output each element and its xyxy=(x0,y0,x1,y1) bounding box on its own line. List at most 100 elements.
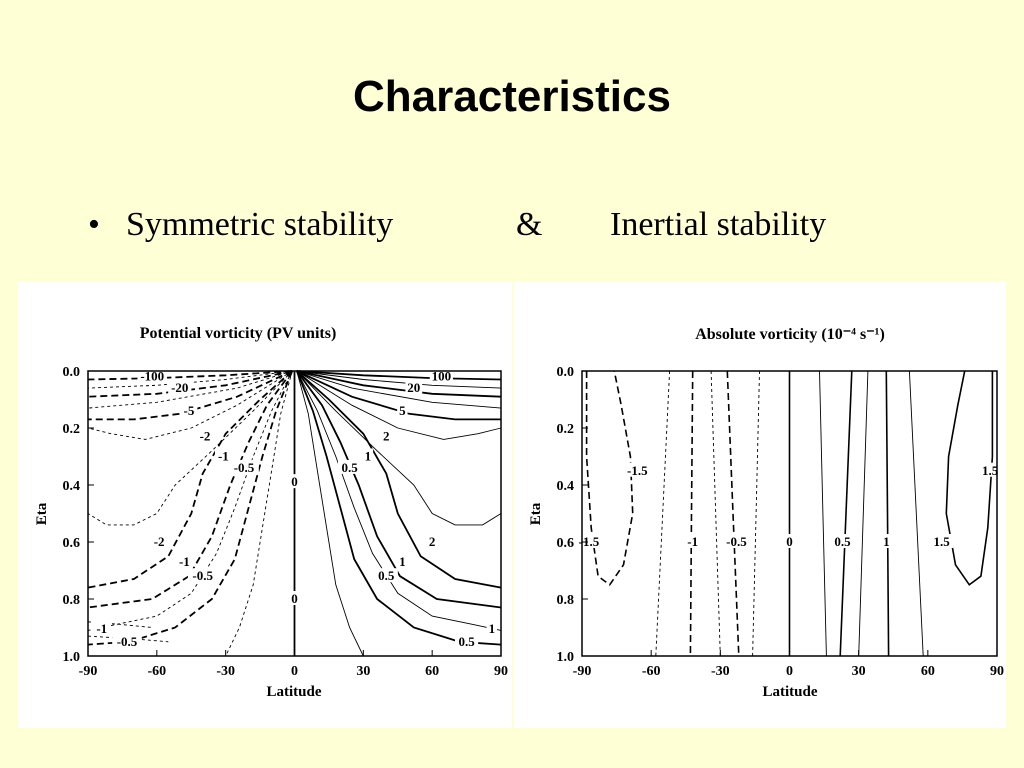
pv-contour-line xyxy=(87,370,294,646)
absvort-contours xyxy=(585,370,994,657)
contour-label-bg xyxy=(196,428,214,443)
absvort-chart-title: Absolute vorticity (10⁻⁴ s⁻¹) xyxy=(695,326,885,343)
contour-label: 100 xyxy=(432,369,452,384)
pv-contour-line xyxy=(296,370,502,609)
pv-contour-line xyxy=(296,370,502,389)
x-tick-label: 60 xyxy=(921,664,935,679)
pv-contour-line xyxy=(87,370,293,440)
x-tick-label: 60 xyxy=(425,664,439,679)
x-tick-label: -30 xyxy=(216,664,235,679)
x-tick-label: -90 xyxy=(573,664,592,679)
contour-label-bg xyxy=(830,534,855,548)
contour-label-bg xyxy=(721,534,752,548)
contour-label: 20 xyxy=(407,380,420,395)
pv-contour-line xyxy=(296,370,502,381)
contour-label: 0 xyxy=(291,591,298,606)
slide-title: Characteristics xyxy=(353,72,671,121)
y-tick-label: 0.2 xyxy=(557,422,575,437)
contour-label-bg xyxy=(429,368,453,383)
contour-label: 1.5 xyxy=(934,534,951,549)
pv-contour-line xyxy=(296,370,501,421)
contour-label: 1 xyxy=(489,621,496,636)
contour-label: 1 xyxy=(365,449,372,464)
contour-label: -1.5 xyxy=(579,534,600,549)
contour-label-bg xyxy=(180,402,198,417)
contour-label: -0.5 xyxy=(234,460,255,475)
contour-label-bg xyxy=(486,620,498,635)
contour-label: 1 xyxy=(399,554,406,569)
x-tick-label: 90 xyxy=(990,664,1004,679)
pv-chart-title: Potential vorticity (PV units) xyxy=(140,325,337,342)
absvort-contour-line xyxy=(819,370,827,657)
x-tick-label: 90 xyxy=(494,664,508,679)
pv-y-axis-label: Eta xyxy=(34,502,50,525)
absvort-contour-line xyxy=(655,370,671,657)
contour-label-bg xyxy=(150,534,168,548)
absvort-y-axis-label: Eta xyxy=(528,502,544,525)
contour-label: 0 xyxy=(291,474,298,489)
pv-contour-line xyxy=(87,621,153,628)
x-tick-label: -30 xyxy=(711,664,730,679)
pv-contour-line xyxy=(87,370,293,409)
pv-contour-line xyxy=(88,370,293,421)
y-tick-label: 1.0 xyxy=(63,650,81,665)
contour-label: -1 xyxy=(218,449,229,464)
absvort-contour-line xyxy=(858,370,869,657)
x-tick-label: 30 xyxy=(852,664,866,679)
pv-contour-line xyxy=(87,370,293,589)
pv-contour-line xyxy=(87,635,169,643)
contour-label-bg xyxy=(622,462,653,477)
absvort-chart: Absolute vorticity (10⁻⁴ s⁻¹) -1.5-1.5 -1… xyxy=(528,326,1005,700)
contour-label-bg xyxy=(374,568,398,583)
contour-label-bg xyxy=(426,534,438,548)
absvort-contour-line xyxy=(710,370,721,657)
pv-contours xyxy=(87,370,502,657)
pv-contour-line xyxy=(295,370,502,646)
y-tick-label: 0.4 xyxy=(557,479,575,494)
contour-label-bg xyxy=(187,568,218,583)
contour-label: 0.5 xyxy=(378,568,395,583)
absvort-contour-line xyxy=(726,370,740,657)
bullet-marker: • xyxy=(88,206,100,243)
contour-label-bg xyxy=(684,534,702,548)
contour-label-bg xyxy=(214,448,232,463)
x-tick-label: -90 xyxy=(79,664,98,679)
contour-label-bg xyxy=(337,459,362,474)
contour-label-bg xyxy=(397,553,408,568)
contour-label: 0.5 xyxy=(341,460,358,475)
contour-label: 1.5 xyxy=(982,463,999,478)
contour-label: -0.5 xyxy=(192,568,213,583)
contour-label: -2 xyxy=(200,429,211,444)
pv-contour-line xyxy=(87,370,293,389)
pv-contour-line xyxy=(87,370,293,631)
contour-label: -1 xyxy=(96,621,107,636)
y-tick-label: 0.6 xyxy=(557,536,575,551)
contour-label: 5 xyxy=(399,403,406,418)
absvort-contour-line xyxy=(689,370,694,657)
y-tick-label: 0.2 xyxy=(63,422,81,437)
pv-contour-line xyxy=(296,370,364,657)
bullet-left-text: Symmetric stability xyxy=(126,206,394,243)
pv-contour-line xyxy=(87,370,293,609)
contour-label: -1.5 xyxy=(627,463,648,478)
pv-contour-line xyxy=(225,370,293,657)
x-tick-label: 0 xyxy=(291,664,298,679)
y-tick-label: 0.6 xyxy=(63,536,81,551)
pv-x-axis-label: Latitude xyxy=(266,684,321,700)
y-tick-label: 0.0 xyxy=(557,365,575,380)
contour-label: -100 xyxy=(140,369,164,384)
absvort-axes: -90 -60 -30 0 30 60 90 0.0 0.2 0.4 0.6 0.8 1.0 xyxy=(557,365,1005,679)
contour-label: 2 xyxy=(429,534,436,549)
contour-label: 0 xyxy=(786,534,793,549)
y-tick-label: 0.8 xyxy=(63,593,81,608)
absvort-contour-line xyxy=(839,370,853,657)
pv-chart-panel: Potential vorticity (PV units) -100 -20 -5… xyxy=(18,282,512,728)
pv-contour-line xyxy=(296,370,502,631)
absvort-contour-line xyxy=(752,370,760,657)
contour-label: -0.5 xyxy=(726,534,747,549)
contour-label-bg xyxy=(93,620,111,635)
absvort-contour-line xyxy=(908,370,924,657)
contour-label: -20 xyxy=(171,380,188,395)
pv-contour-line xyxy=(296,370,502,589)
contour-label-bg xyxy=(381,428,392,443)
